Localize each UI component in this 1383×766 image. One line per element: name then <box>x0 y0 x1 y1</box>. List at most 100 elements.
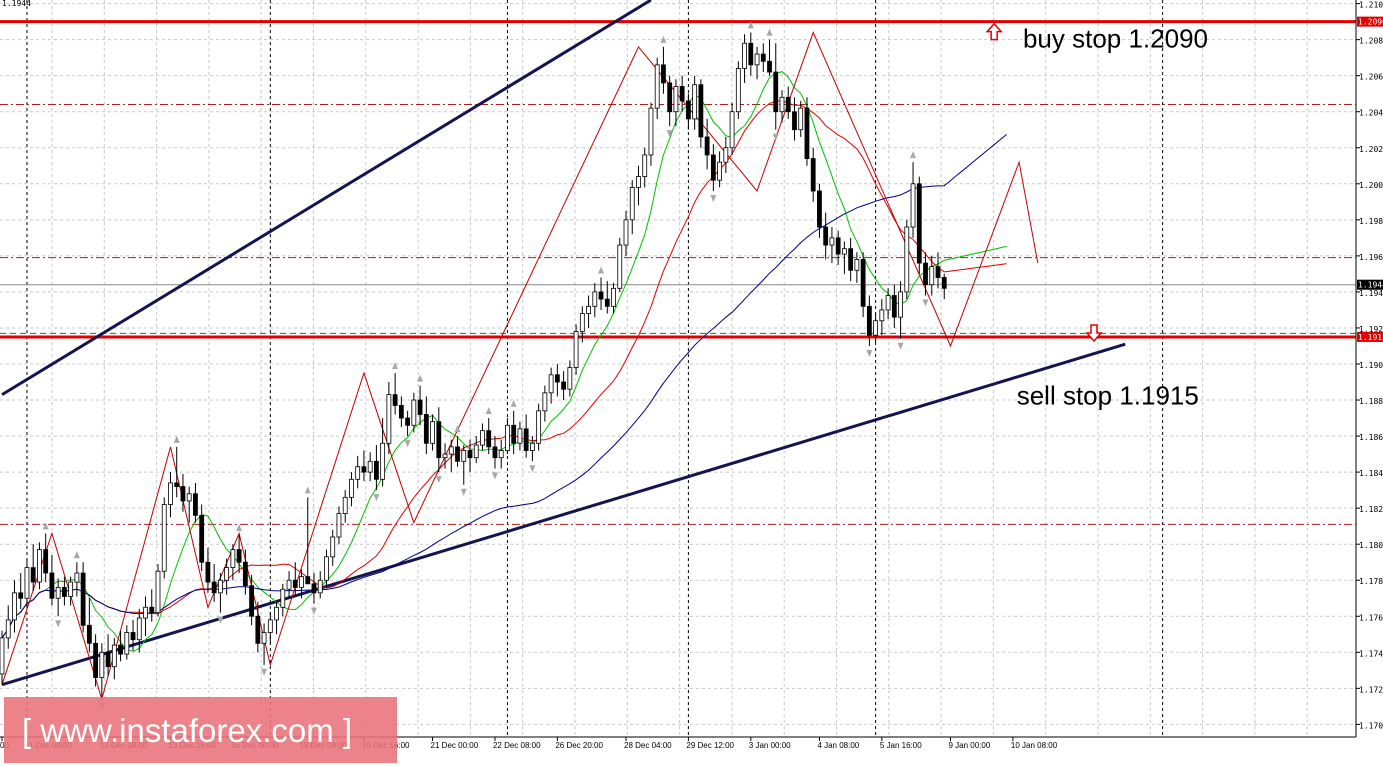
bull-candle <box>910 183 916 228</box>
order-annotation-text: buy stop 1.2090 <box>1023 24 1208 54</box>
time-tick-label: 21 Dec 00:00 <box>431 741 479 750</box>
bear-candle <box>686 100 691 120</box>
sell-stop-arrow-icon <box>1085 324 1103 343</box>
bear-candle <box>817 190 822 228</box>
fractal-down-marker <box>922 299 929 307</box>
order-annotations: buy stop 1.2090 sell stop 1.1915 <box>985 22 1208 410</box>
price-tick-label: 1.180 <box>1359 541 1383 550</box>
bear-candle <box>436 421 442 459</box>
bear-candle <box>249 585 255 617</box>
bear-candle <box>704 136 710 156</box>
bull-candle <box>723 147 729 163</box>
bull-candle <box>261 632 267 644</box>
fractal-down-marker <box>55 620 62 628</box>
bear-candle <box>49 572 55 599</box>
bear-candle <box>523 428 529 451</box>
bear-candle <box>891 295 897 318</box>
bull-candle <box>579 313 585 332</box>
bear-candle <box>486 430 492 448</box>
bull-candle <box>55 587 61 599</box>
price-tick-label: 1.184 <box>1359 469 1383 478</box>
bull-candle <box>24 567 30 599</box>
bear-candle <box>361 466 367 473</box>
bull-candle <box>642 154 648 177</box>
bear-candle <box>561 381 566 390</box>
moving-average-line <box>1 100 1007 639</box>
bull-candle <box>904 226 910 293</box>
fractal-down-marker <box>404 440 411 448</box>
order-annotation-text: sell stop 1.1915 <box>1017 380 1199 410</box>
bear-candle <box>305 576 311 585</box>
bull-candle <box>567 367 573 390</box>
bear-candle <box>180 486 186 502</box>
bull-candle <box>473 444 479 459</box>
fractal-up-marker <box>173 435 180 443</box>
bull-candle <box>442 453 448 459</box>
bull-candle <box>330 536 336 558</box>
fractal-down-marker <box>373 494 380 502</box>
fractal-up-marker <box>766 28 773 36</box>
bull-candle <box>729 111 735 149</box>
bull-candle <box>230 549 236 569</box>
bull-candle <box>386 394 392 444</box>
bull-candle <box>448 446 454 455</box>
trendline <box>1 342 1126 687</box>
bear-candle <box>667 82 673 113</box>
bear-candle <box>417 399 423 415</box>
time-tick-label: 22 Dec 08:00 <box>493 741 541 750</box>
bull-candle <box>480 430 485 446</box>
fractal-down-marker <box>772 133 779 141</box>
fractal-up-marker <box>42 522 49 530</box>
price-label-box <box>1357 16 1383 27</box>
fractal-down-marker <box>666 130 673 138</box>
bull-candle <box>324 556 329 581</box>
bull-candle <box>854 259 860 271</box>
price-tick-label: 1.198 <box>1359 217 1383 226</box>
bear-candle <box>193 493 198 516</box>
bull-candle <box>517 428 523 444</box>
price-label-box <box>1357 331 1383 342</box>
instaforex-watermark: [ www.instaforex.com ] <box>4 697 397 763</box>
time-tick-label: 26 Dec 20:00 <box>555 741 603 750</box>
fractal-up-marker <box>598 266 605 274</box>
fractal-up-marker <box>510 399 517 407</box>
price-tick-label: 1.178 <box>1359 577 1383 586</box>
fractal-up-marker <box>454 425 461 433</box>
bear-candle <box>810 158 816 192</box>
bear-candle <box>174 482 180 487</box>
bear-candle <box>105 651 111 668</box>
moving-average-line <box>1 134 1007 639</box>
fractal-markers <box>42 21 929 711</box>
bull-candle <box>124 632 130 655</box>
bear-candle <box>935 266 941 278</box>
bear-candle <box>792 111 797 131</box>
bull-candle <box>267 619 273 633</box>
price-label-box <box>1357 279 1383 290</box>
bull-candle <box>355 466 361 480</box>
bear-candle <box>554 374 560 383</box>
price-tick-label: 1.186 <box>1359 433 1383 442</box>
bull-candle <box>586 305 591 314</box>
price-label-box-text: 1.1944 <box>1358 281 1383 290</box>
price-tick-label: 1.190 <box>1359 361 1383 370</box>
bull-candle <box>654 64 660 109</box>
bear-candle <box>492 446 498 459</box>
fractal-down-marker <box>460 488 467 496</box>
bear-candle <box>149 606 155 614</box>
price-tick-label: 1.196 <box>1359 253 1383 262</box>
bear-candle <box>18 592 24 599</box>
time-tick-label: 3 Jan 00:00 <box>749 741 791 750</box>
bull-candle <box>498 450 504 459</box>
bull-candle <box>280 588 286 608</box>
price-tick-label: 1.188 <box>1359 397 1383 406</box>
bull-candle <box>0 637 5 675</box>
bull-candle <box>829 237 835 246</box>
moving-averages <box>1 71 1007 652</box>
bull-candle <box>798 107 804 131</box>
bull-candle <box>536 410 542 444</box>
fractal-up-marker <box>304 486 311 494</box>
fractal-up-marker <box>236 524 243 532</box>
bear-candle <box>860 259 866 307</box>
bull-candle <box>530 442 535 451</box>
